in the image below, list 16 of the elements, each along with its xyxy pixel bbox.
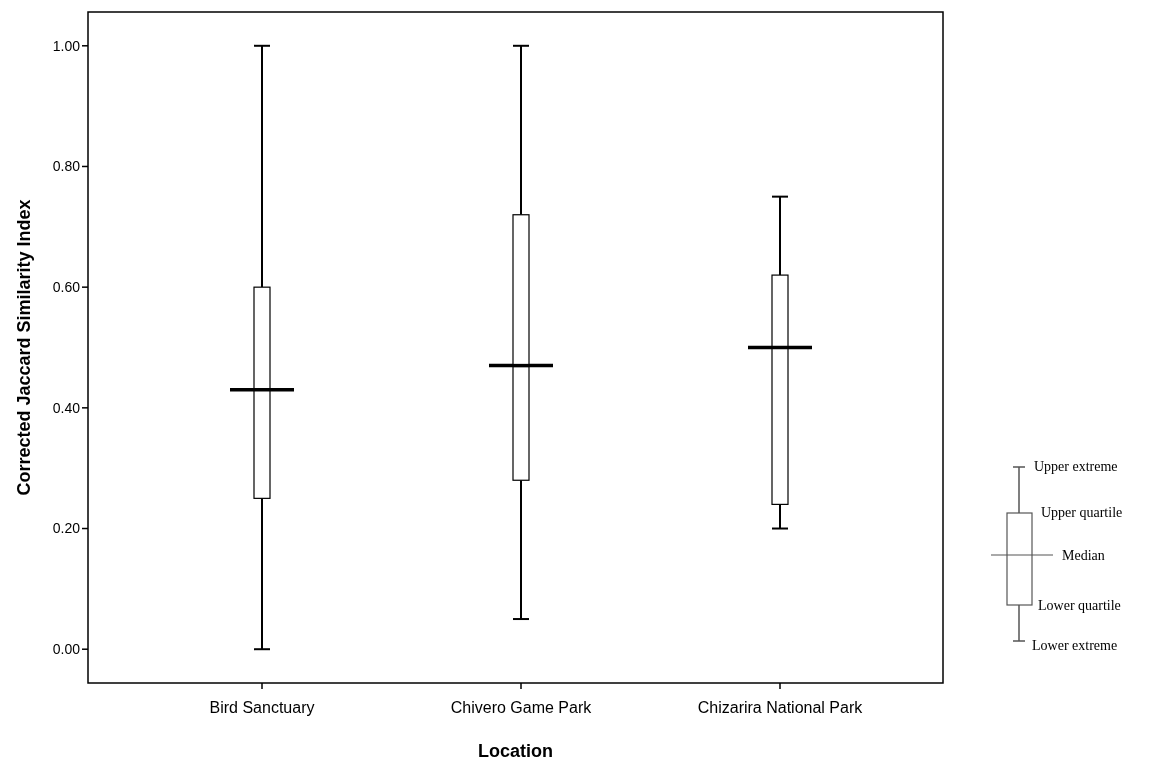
y-tick-label: 0.60 — [52, 279, 81, 296]
y-tick-label: 0.00 — [52, 641, 81, 658]
text: Upper extreme — [1034, 458, 1118, 474]
x-tick-label: Chivero Game Park — [450, 699, 593, 716]
y-tick-label: 0.80 — [52, 158, 81, 175]
x-tick-label: Bird Sanctuary — [209, 699, 315, 716]
y-tick-label: 1.00 — [52, 37, 81, 54]
x-axis-title: Location — [478, 741, 553, 761]
text: Lower quartile — [1038, 597, 1121, 613]
y-tick-label: 0.40 — [52, 399, 81, 416]
text: Median — [1062, 547, 1105, 563]
y-axis-title: Corrected Jaccard Similarity Index — [14, 199, 34, 496]
text: Upper quartile — [1041, 504, 1123, 520]
x-tick-label: Chizarira National Park — [697, 699, 864, 716]
text: Lower extreme — [1032, 637, 1118, 653]
y-tick-label: 0.20 — [52, 520, 81, 537]
